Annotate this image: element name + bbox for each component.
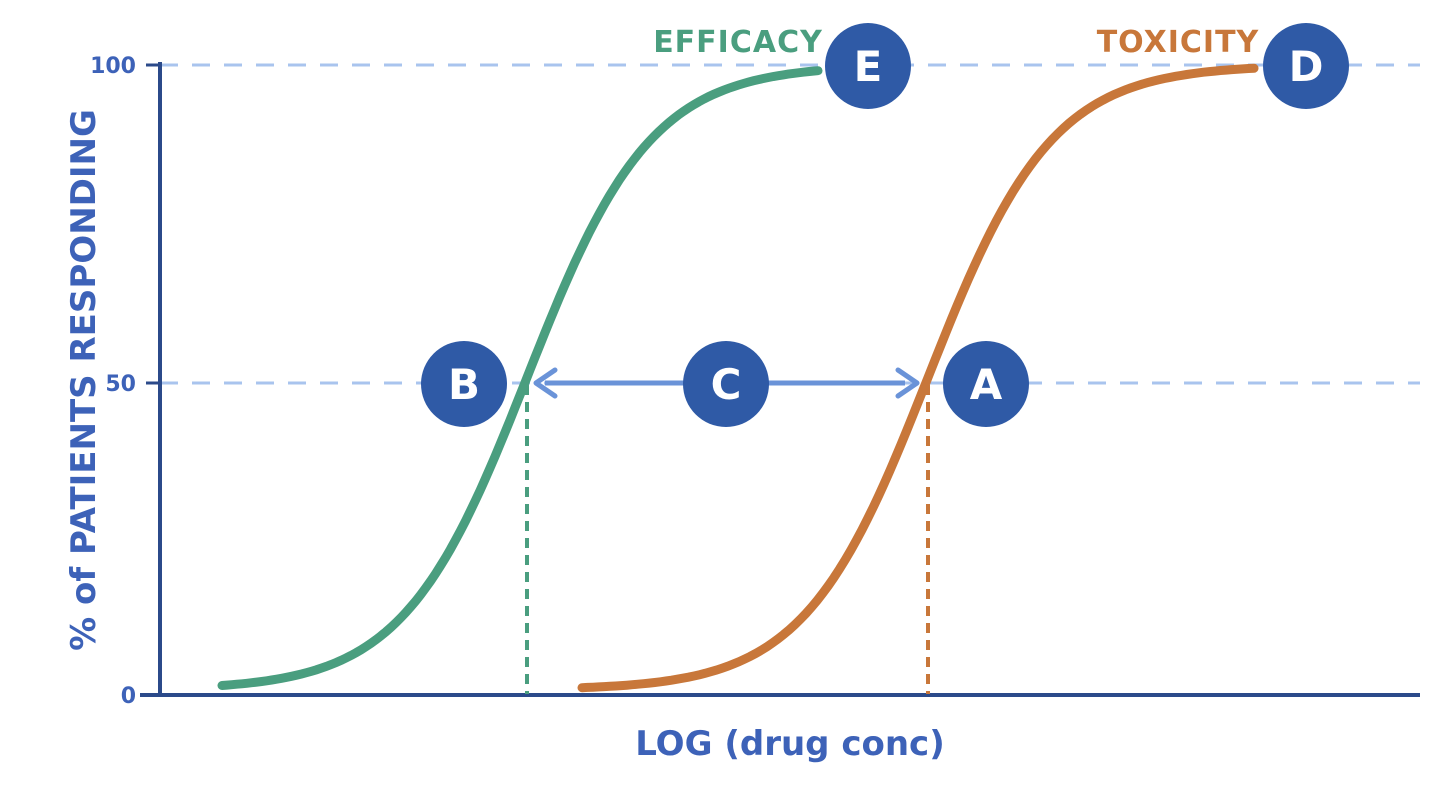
arrow-head-left [533,367,558,399]
y-tick-label-100: 100 [90,54,136,79]
efficacy-curve [217,66,823,690]
svg-text:D: D [1289,42,1324,91]
efficacy-label: EFFICACY [653,25,823,60]
badge-b: B [421,341,507,427]
y-tick-label-0: 0 [121,684,136,709]
badge-e: E [825,23,911,109]
y-axis-title: % of PATIENTS RESPONDING [64,109,104,651]
y-tick-label-50: 50 [105,372,136,397]
toxicity-label: TOXICITY [1097,25,1260,60]
svg-text:C: C [711,360,742,409]
svg-text:A: A [970,360,1003,409]
x-axis-title: LOG (drug conc) [635,724,945,764]
badge-c: C [683,341,769,427]
badge-a: A [943,341,1029,427]
arrow-head-right [895,367,920,399]
badge-d: D [1263,23,1349,109]
svg-text:B: B [448,360,480,409]
svg-text:E: E [854,42,883,91]
toxicity-curve [577,63,1259,693]
